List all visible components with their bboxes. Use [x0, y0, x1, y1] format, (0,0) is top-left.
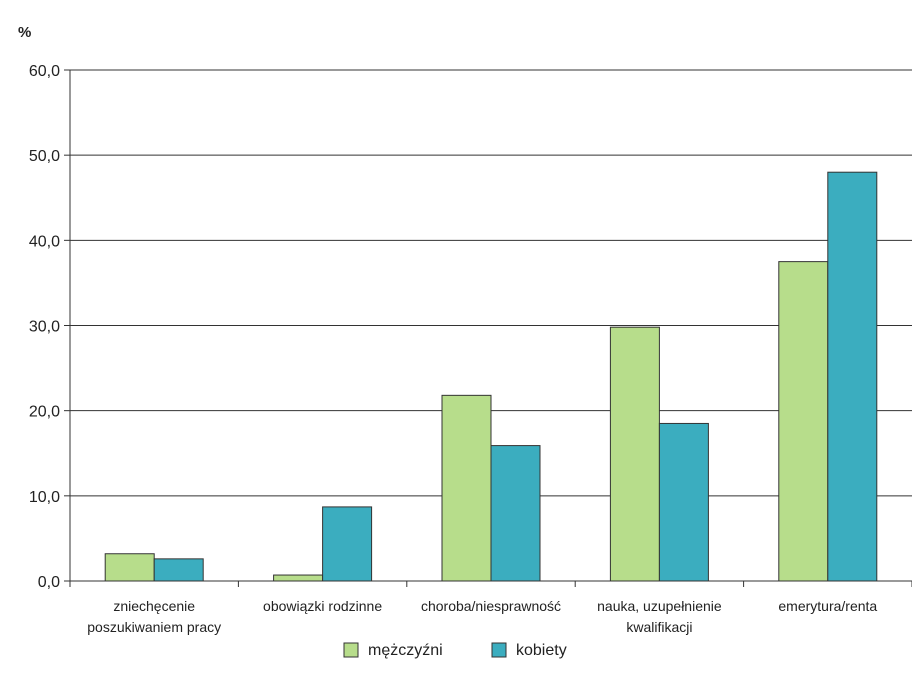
bar-men — [104, 553, 155, 582]
x-category-label: poszukiwaniem pracy — [87, 619, 221, 635]
y-tick-label: 20,0 — [29, 404, 60, 421]
bar-women — [490, 445, 541, 582]
y-unit-label: % — [18, 24, 31, 41]
y-tick-label: 30,0 — [29, 319, 60, 336]
x-category-label: zniechęcenie — [113, 598, 195, 614]
bars — [104, 171, 878, 582]
labels: % 0,0 10,0 20,0 30,0 40,0 50,0 60,0 zniechęceni… — [18, 24, 877, 635]
x-category-label: choroba/niesprawność — [421, 598, 561, 614]
y-tick-label: 10,0 — [29, 489, 60, 506]
bar-men — [273, 574, 324, 582]
bar-men — [441, 394, 492, 582]
bar-women — [153, 558, 204, 582]
x-category-label: obowiązki rodzinne — [263, 598, 382, 614]
legend-swatch — [491, 642, 507, 658]
x-category-label: emerytura/renta — [778, 598, 877, 614]
bar-women — [658, 422, 709, 582]
x-category-label: nauka, uzupełnienie — [597, 598, 722, 614]
bar-men — [778, 261, 829, 582]
y-tick-label: 0,0 — [38, 574, 60, 591]
y-tick-label: 60,0 — [29, 63, 60, 80]
y-tick-label: 50,0 — [29, 148, 60, 165]
legend-label: kobiety — [516, 642, 567, 659]
bar-women — [827, 171, 878, 582]
legend: mężczyźni kobiety — [343, 642, 567, 659]
y-tick-label: 40,0 — [29, 233, 60, 250]
bar-men — [609, 326, 660, 582]
legend-label: mężczyźni — [368, 642, 443, 659]
x-category-label: kwalifikacji — [626, 619, 692, 635]
legend-swatch — [343, 642, 359, 658]
gridlines — [70, 69, 912, 497]
bar-women — [322, 506, 373, 582]
